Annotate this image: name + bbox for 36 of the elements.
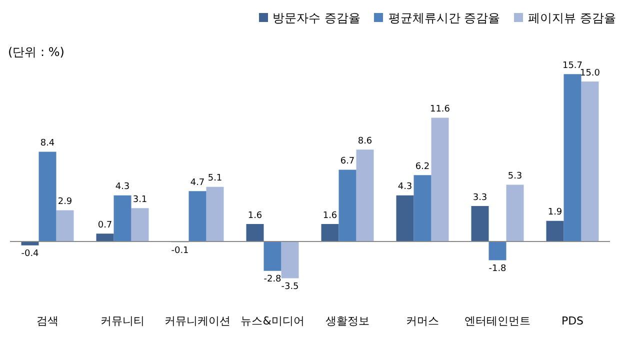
data-label: 4.7 [190,178,205,188]
data-label: -0.4 [21,249,40,260]
x-tick-label: 커머스 [406,314,439,328]
data-label: 8.6 [358,136,372,146]
data-label: 6.2 [415,162,430,172]
x-tick-label: 검색 [36,314,58,328]
data-label: 1.6 [248,210,262,221]
x-tick-label: 엔터테인먼트 [464,314,530,328]
data-label: 0.7 [98,220,112,230]
data-label: 3.1 [132,194,148,205]
x-tick-label: 뉴스&미디어 [240,314,304,328]
data-label: 4.3 [115,182,130,192]
legend-label: 방문자수 증감율 [272,10,360,27]
legend-label: 페이지뷰 증감율 [527,10,616,27]
data-label: 2.9 [58,197,72,208]
data-label: 1.6 [322,210,338,221]
data-label: -2.8 [264,274,282,285]
x-tick-label: 생활정보 [326,314,370,328]
data-label: -0.1 [171,246,189,256]
data-label: 11.6 [430,104,450,115]
data-label: 4.3 [398,182,412,192]
data-label: 6.7 [340,156,355,167]
data-label: -3.5 [281,282,299,292]
x-tick-label: 커뮤니티 [100,314,144,328]
x-tick-label: 커뮤니케이션 [164,314,230,328]
x-tick-label: PDS [561,314,584,328]
text: (단위 : %) [8,44,64,61]
data-label: 15.0 [580,68,600,78]
data-label: 1.9 [548,208,562,218]
data-label: -1.8 [488,264,507,274]
data-label: 15.7 [562,60,583,71]
data-label: 3.3 [472,192,488,203]
legend-label: 평균체류시간 증감율 [387,10,500,27]
data-label: 8.4 [40,138,55,149]
data-label: 5.1 [208,174,222,184]
data-label: 5.3 [508,172,522,182]
